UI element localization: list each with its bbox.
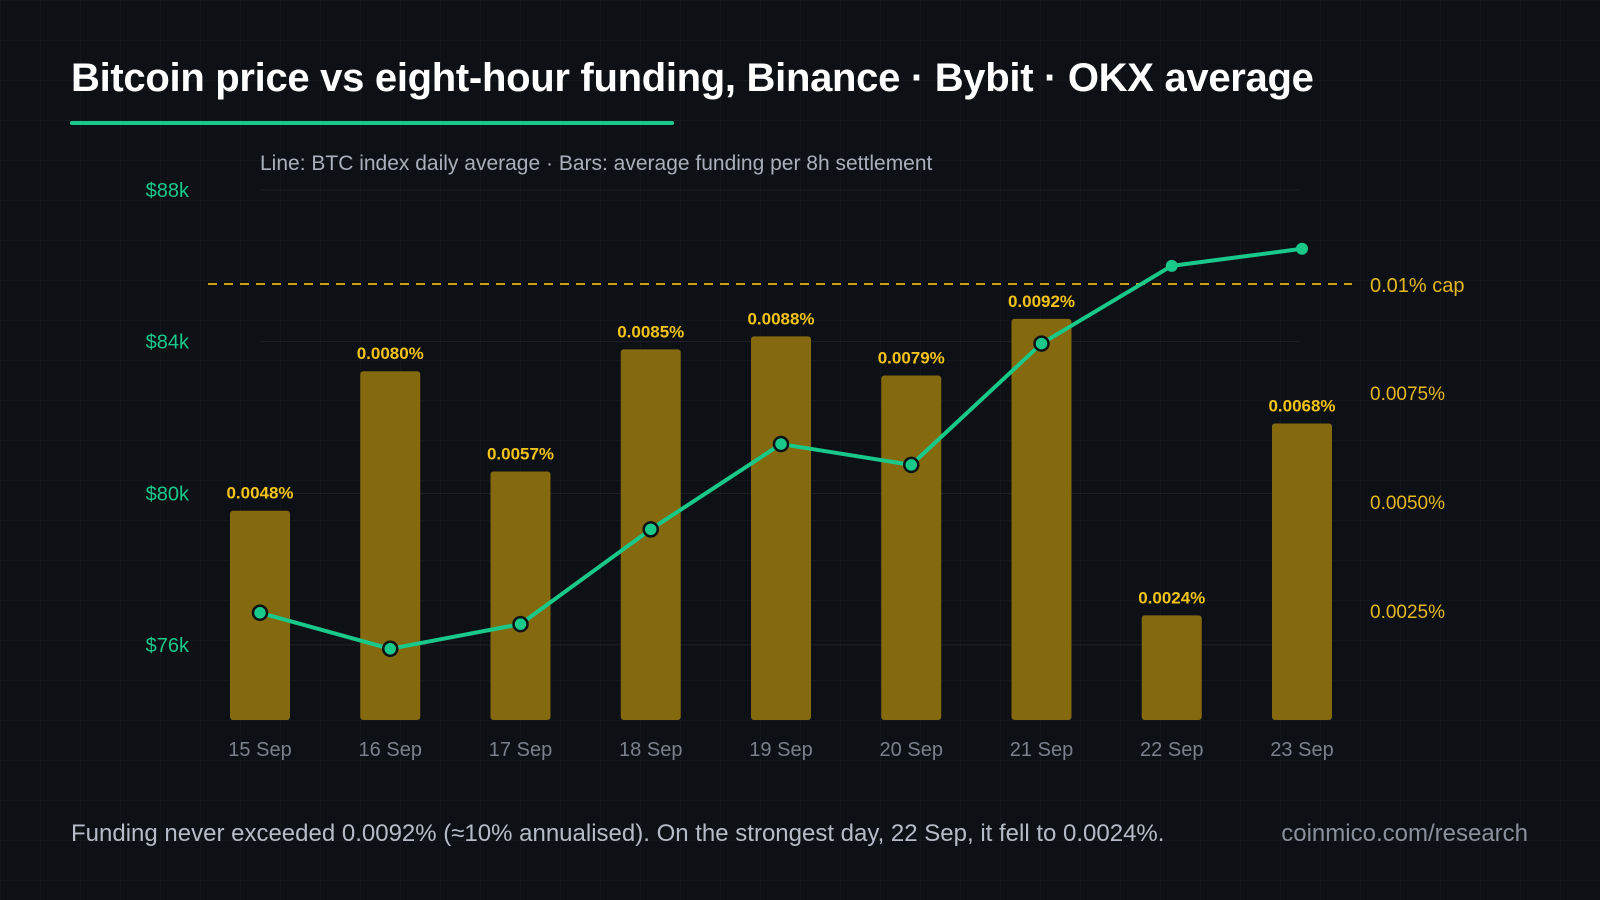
bar-value-label: 0.0085% — [617, 322, 684, 341]
funding-bar — [1011, 318, 1072, 720]
x-axis-tick-label: 15 Sep — [228, 739, 291, 761]
funding-bar — [490, 471, 551, 720]
bar-value-label: 0.0092% — [1008, 292, 1075, 311]
x-axis-tick-label: 21 Sep — [1010, 739, 1073, 761]
x-axis-tick-label: 22 Sep — [1140, 739, 1203, 761]
bar-value-label: 0.0057% — [487, 444, 554, 463]
x-axis-tick-label: 19 Sep — [749, 739, 812, 761]
left-axis-tick-label: $84k — [146, 332, 190, 354]
bar-value-label: 0.0024% — [1138, 588, 1205, 607]
price-point — [1033, 335, 1050, 352]
funding-bar — [1272, 423, 1332, 720]
bar-value-label: 0.0088% — [747, 309, 814, 328]
price-point — [382, 640, 399, 658]
x-axis-tick-label: 17 Sep — [489, 739, 552, 761]
x-axis-tick-label: 18 Sep — [619, 739, 682, 761]
price-point — [1165, 259, 1178, 272]
title-underline — [70, 121, 674, 125]
x-axis-tick-label: 23 Sep — [1270, 739, 1333, 761]
bar-value-label: 0.0080% — [357, 344, 424, 363]
funding-bar — [360, 371, 421, 720]
bar-value-label: 0.0068% — [1268, 397, 1335, 416]
price-point — [1296, 242, 1308, 255]
left-axis-tick-label: $76k — [146, 635, 190, 657]
chart-title: Bitcoin price vs eight-hour funding, Bin… — [71, 56, 1314, 100]
x-axis-tick-label: 16 Sep — [359, 739, 422, 761]
funding-bar — [881, 375, 942, 720]
source-credit: coinmico.com/research — [1281, 820, 1528, 847]
price-point — [903, 456, 920, 474]
chart-subtitle: Line: BTC index daily average · Bars: av… — [260, 152, 933, 175]
price-point — [251, 604, 269, 622]
price-point — [642, 521, 659, 538]
left-axis-tick-label: $88k — [146, 180, 190, 202]
bar-value-label: 0.0048% — [226, 484, 293, 503]
bar-value-label: 0.0079% — [878, 349, 945, 368]
funding-bar — [1141, 615, 1202, 720]
price-point — [512, 615, 529, 633]
right-axis-tick-label: 0.0075% — [1370, 384, 1445, 405]
x-axis-tick-label: 20 Sep — [880, 739, 943, 761]
left-axis-tick-label: $80k — [146, 483, 190, 505]
right-axis-tick-label: 0.0050% — [1370, 493, 1445, 514]
cap-reference-label: 0.01% cap — [1370, 275, 1465, 297]
footer-note: Funding never exceeded 0.0092% (≈10% ann… — [71, 820, 1165, 847]
right-axis-tick-label: 0.0025% — [1370, 602, 1445, 623]
funding-bar — [751, 336, 811, 720]
price-point — [772, 435, 790, 453]
